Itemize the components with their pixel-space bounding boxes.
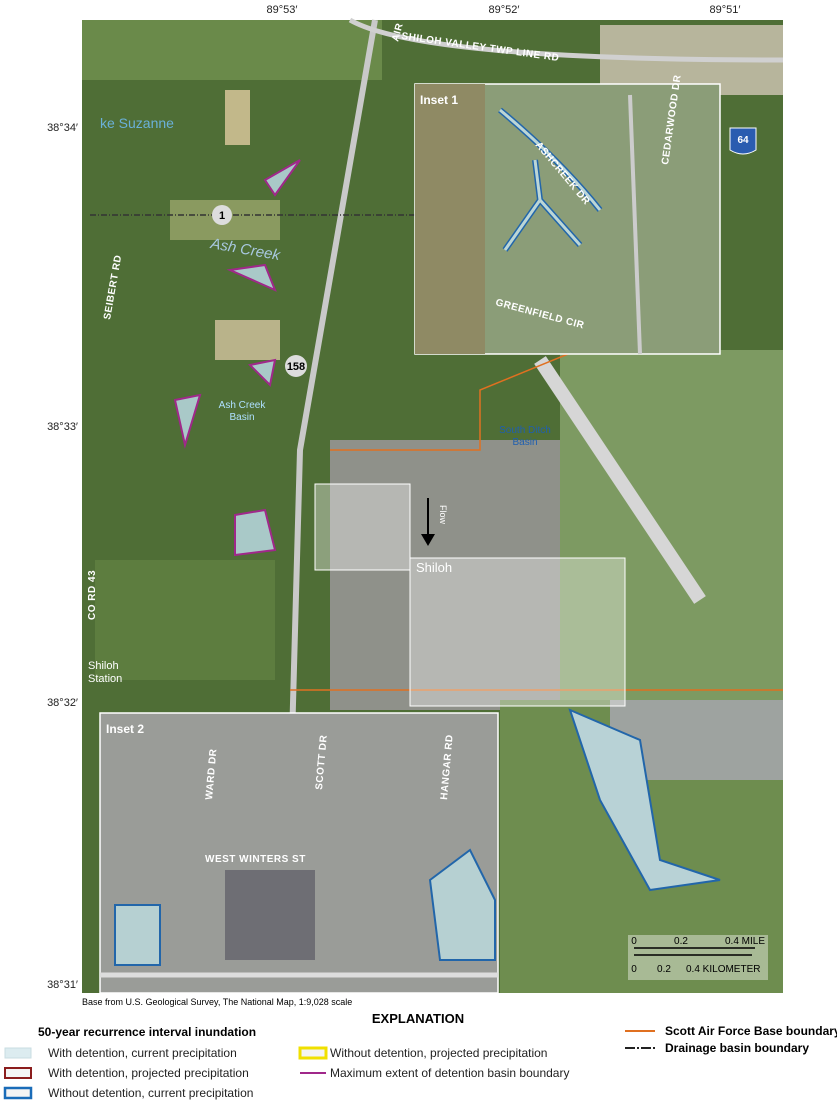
inset-title: Inset 2 [106, 722, 144, 736]
scale-label: 0.4 KILOMETER [686, 964, 760, 975]
inset-2 [99, 712, 499, 994]
legend-label: With detention, current precipitation [48, 1046, 237, 1060]
scale-bar [628, 935, 768, 980]
scale-label: 0.2 [657, 964, 671, 975]
latitude-label: 38°32′ [47, 697, 78, 709]
legend-title: EXPLANATION [372, 1011, 464, 1026]
street-label: SCOTT DR [314, 734, 330, 790]
street-label: WARD DR [204, 748, 219, 800]
scale-label: 0.4 MILE [725, 936, 765, 947]
legend-swatch [4, 1067, 32, 1079]
scale-label: 0.2 [674, 936, 688, 947]
town-label-text: Shiloh Station [88, 660, 123, 685]
legend-label: Scott Air Force Base boundary [665, 1024, 837, 1038]
scale-label: 0 [631, 964, 637, 975]
latitude-label: 38°33′ [47, 421, 78, 433]
basin-label: South Ditch Basin [499, 425, 551, 448]
legend-swatch [298, 1046, 328, 1060]
lake-label: ke Suzanne [100, 115, 174, 131]
longitude-label: 89°51′ [710, 4, 741, 16]
town-label: Shiloh [416, 560, 452, 575]
basin-label: Ash Creek Basin [218, 400, 266, 423]
legend-label: Without detention, projected precipitati… [330, 1046, 547, 1060]
legend-swatch [4, 1047, 32, 1059]
street-label: WEST WINTERS ST [205, 854, 306, 865]
latitude-label: 38°31′ [47, 979, 78, 991]
latitude-label: 38°34′ [47, 122, 78, 134]
legend-label: Drainage basin boundary [665, 1041, 809, 1055]
legend-label: Without detention, current precipitation [48, 1086, 253, 1100]
legend-swatch [3, 1086, 33, 1100]
route-label: 1 [219, 210, 225, 222]
inset-1 [414, 83, 721, 355]
longitude-label: 89°53′ [267, 4, 298, 16]
legend-label: With detention, projected precipitation [48, 1066, 249, 1080]
road-label: AIR [390, 22, 406, 43]
interstate-label: 64 [737, 135, 749, 146]
road-label: CO RD 43 [87, 570, 98, 620]
flow-label: Flow [438, 505, 448, 525]
basin-label-text: Ash Creek Basin [218, 400, 266, 423]
legend-subtitle: 50-year recurrence interval inundation [38, 1025, 256, 1039]
scale-label: 0 [631, 936, 637, 947]
legend-label: Maximum extent of detention basin bounda… [330, 1066, 569, 1080]
basin-label-text: South Ditch Basin [499, 425, 551, 448]
route-label: 158 [287, 361, 305, 373]
inset-title: Inset 1 [420, 93, 458, 107]
credit: Base from U.S. Geological Survey, The Na… [82, 997, 352, 1007]
town-label: Shiloh Station [88, 660, 123, 685]
longitude-label: 89°52′ [489, 4, 520, 16]
